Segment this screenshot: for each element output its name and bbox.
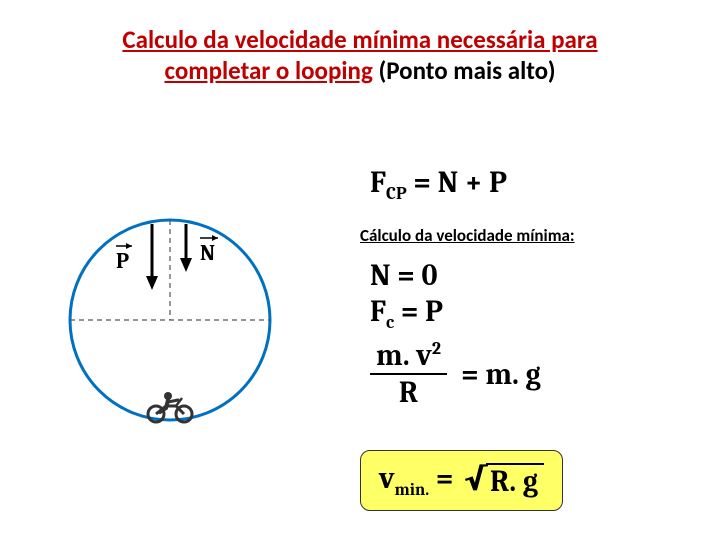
subtitle-min-velocity: Cálculo da velocidade mínima:: [360, 225, 575, 246]
vmin-lhs: vmin. =: [379, 461, 454, 500]
fcp-rhs: = N + P: [407, 165, 507, 200]
equation-centripetal: m. v2 R = m. g: [370, 340, 541, 409]
equation-vmin-box: vmin. = √ R. g: [360, 450, 563, 511]
label-P: P: [116, 248, 129, 274]
fcp-F: F: [370, 165, 386, 200]
fcp-sub: CP: [386, 183, 407, 204]
fc-sub: c: [386, 312, 394, 333]
fc-F: F: [370, 294, 386, 329]
fraction: m. v2 R: [370, 340, 447, 409]
fraction-denominator: R: [393, 375, 424, 409]
sqrt-content: R. g: [486, 463, 544, 498]
equation-fcp: FCP = N + P: [370, 165, 507, 204]
equation-n-zero: N = 0: [370, 258, 541, 294]
vector-P-arrowhead: [146, 276, 158, 290]
fraction-rhs: = m. g: [461, 357, 541, 392]
page-title: Calculo da velocidade mínima necessária …: [80, 24, 640, 87]
fc-rhs: = P: [394, 294, 443, 329]
rider-arm: [168, 400, 178, 402]
equation-stack: N = 0 Fc = P m. v2 R = m. g: [370, 258, 541, 409]
loop-diagram: P N: [60, 210, 280, 430]
label-N: N: [200, 240, 215, 266]
vector-N-arrowhead: [180, 258, 192, 272]
title-black-part: (Ponto mais alto): [373, 55, 556, 86]
sqrt: √ R. g: [464, 463, 544, 498]
radical-sign: √: [464, 463, 489, 495]
equation-fc-p: Fc = P: [370, 294, 541, 334]
fraction-numerator: m. v2: [370, 340, 447, 374]
